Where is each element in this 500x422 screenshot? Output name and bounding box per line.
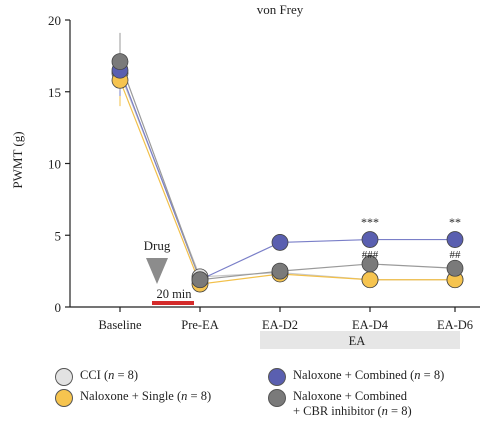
y-axis-label: PWMT (g) <box>10 131 25 188</box>
legend-item-single: Naloxone + Single (n = 8) <box>55 389 211 407</box>
legend-swatch-cci <box>55 368 73 386</box>
chart-title: von Frey <box>257 2 304 17</box>
legend-item-cbr: Naloxone + Combined + CBR inhibitor (n = … <box>268 389 412 419</box>
legend-label-cbr: Naloxone + Combined + CBR inhibitor (n = … <box>293 389 412 418</box>
x-tick-label: EA-D2 <box>262 318 298 332</box>
legend-swatch-combined <box>268 368 286 386</box>
significance-hash-d4: ### <box>362 249 379 261</box>
data-point-combined <box>361 231 379 248</box>
significance-stars-d6: ** <box>449 215 461 229</box>
y-tick-label: 5 <box>55 228 62 243</box>
legend-swatch-single <box>55 389 73 407</box>
data-point-single <box>361 271 379 289</box>
significance-hash-d6: ## <box>450 249 462 261</box>
x-tick-label: Pre-EA <box>181 318 219 332</box>
data-point-cbr <box>111 53 129 71</box>
duration-label: 20 min <box>156 287 192 301</box>
legend-item-combined: Naloxone + Combined (n = 8) <box>268 368 444 386</box>
y-tick-label: 10 <box>48 157 61 172</box>
data-point-combined <box>271 234 289 251</box>
data-point-combined <box>446 231 464 248</box>
data-point-cbr <box>191 271 209 289</box>
legend-label-single: Naloxone + Single (n = 8) <box>80 389 212 403</box>
x-tick-label: Baseline <box>98 318 141 332</box>
legend-swatch-cbr <box>268 389 286 407</box>
x-tick-label: EA-D6 <box>437 318 473 332</box>
ea-band <box>260 331 460 349</box>
y-tick-label: 15 <box>48 85 61 100</box>
x-tick-label: EA-D4 <box>352 318 389 332</box>
legend: CCI (n = 8) Naloxone + Combined (n = 8) … <box>55 362 485 420</box>
y-tick-label: 0 <box>55 300 62 315</box>
data-point-cbr <box>271 262 289 280</box>
y-tick-label: 20 <box>48 13 61 28</box>
data-point-cbr <box>361 255 379 273</box>
duration-bar <box>152 301 194 305</box>
legend-label-cci: CCI (n = 8) <box>80 368 139 382</box>
ea-band-label: EA <box>349 334 366 348</box>
drug-label: Drug <box>144 238 171 253</box>
significance-stars-d4: *** <box>361 215 379 229</box>
legend-label-combined: Naloxone + Combined (n = 8) <box>293 368 445 382</box>
legend-item-cci: CCI (n = 8) <box>55 368 138 386</box>
series-line-single <box>119 80 455 285</box>
drug-arrow <box>146 258 168 284</box>
data-point-cbr <box>446 259 464 277</box>
